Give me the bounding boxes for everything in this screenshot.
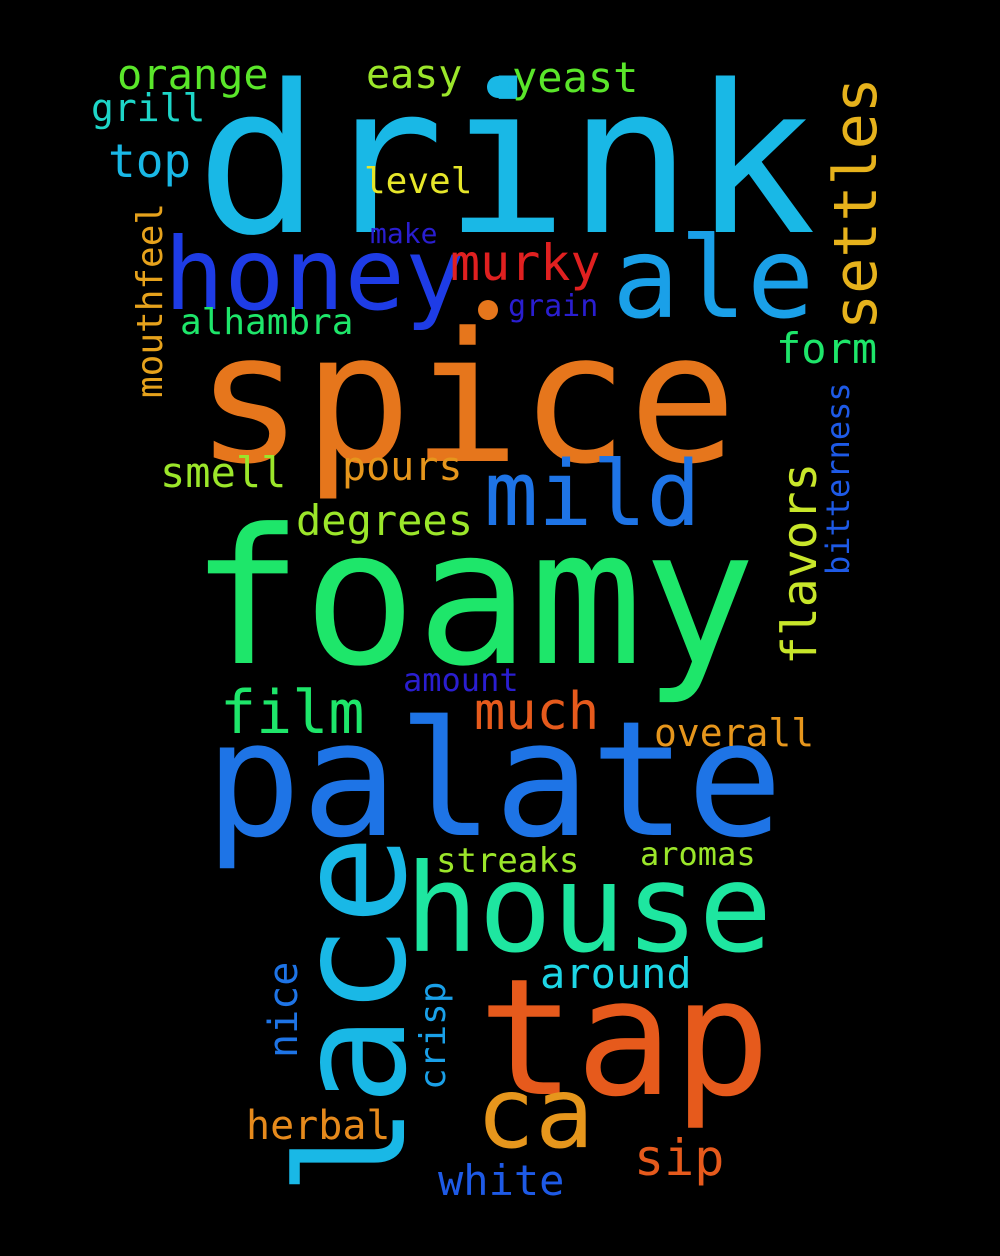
word-ca: ca [476, 1057, 595, 1171]
word-easy: easy [366, 52, 463, 98]
word-degrees: degrees [296, 496, 474, 545]
word-ale: ale [612, 214, 815, 344]
word-aromas: aromas [640, 835, 756, 873]
word-grill: grill [91, 86, 206, 130]
word-mouthfeel: mouthfeel [130, 202, 171, 398]
word-bitterness: bitterness [819, 382, 857, 575]
word-crisp: crisp [413, 981, 454, 1090]
word-smell: smell [160, 448, 287, 497]
word-top: top [108, 134, 192, 188]
orange-dot [478, 300, 498, 320]
word-pours: pours [342, 444, 463, 490]
word-murky: murky [450, 234, 601, 292]
word-orange: orange [117, 50, 269, 99]
word-settles: settles [821, 77, 891, 330]
word-honey: honey [164, 216, 466, 333]
word-form: form [776, 324, 878, 373]
word-film: film [220, 678, 365, 748]
word-around: around [540, 949, 692, 998]
word-make: make [370, 217, 438, 250]
word-yeast: yeast [512, 53, 639, 102]
word-sip: sip [634, 1129, 725, 1187]
word-amount: amount [403, 661, 519, 699]
word-herbal: herbal [246, 1103, 391, 1149]
cyan-dot [487, 76, 509, 98]
word-overall: overall [654, 711, 815, 755]
word-flavors: flavors [772, 462, 828, 665]
word-level: level [364, 161, 473, 202]
word-foamy: foamy [190, 489, 756, 708]
word-white: white [438, 1156, 565, 1205]
word-streaks: streaks [436, 841, 580, 881]
word-mild: mild [484, 442, 701, 547]
word-spice: spice [195, 295, 737, 504]
word-tap: tap [478, 945, 771, 1133]
word-grain: grain [508, 289, 599, 324]
word-palate: palate [205, 686, 783, 873]
word-alhambra: alhambra [180, 302, 354, 343]
word-much: much [474, 682, 600, 742]
word-nice: nice [261, 961, 307, 1058]
word-house: house [405, 838, 773, 980]
